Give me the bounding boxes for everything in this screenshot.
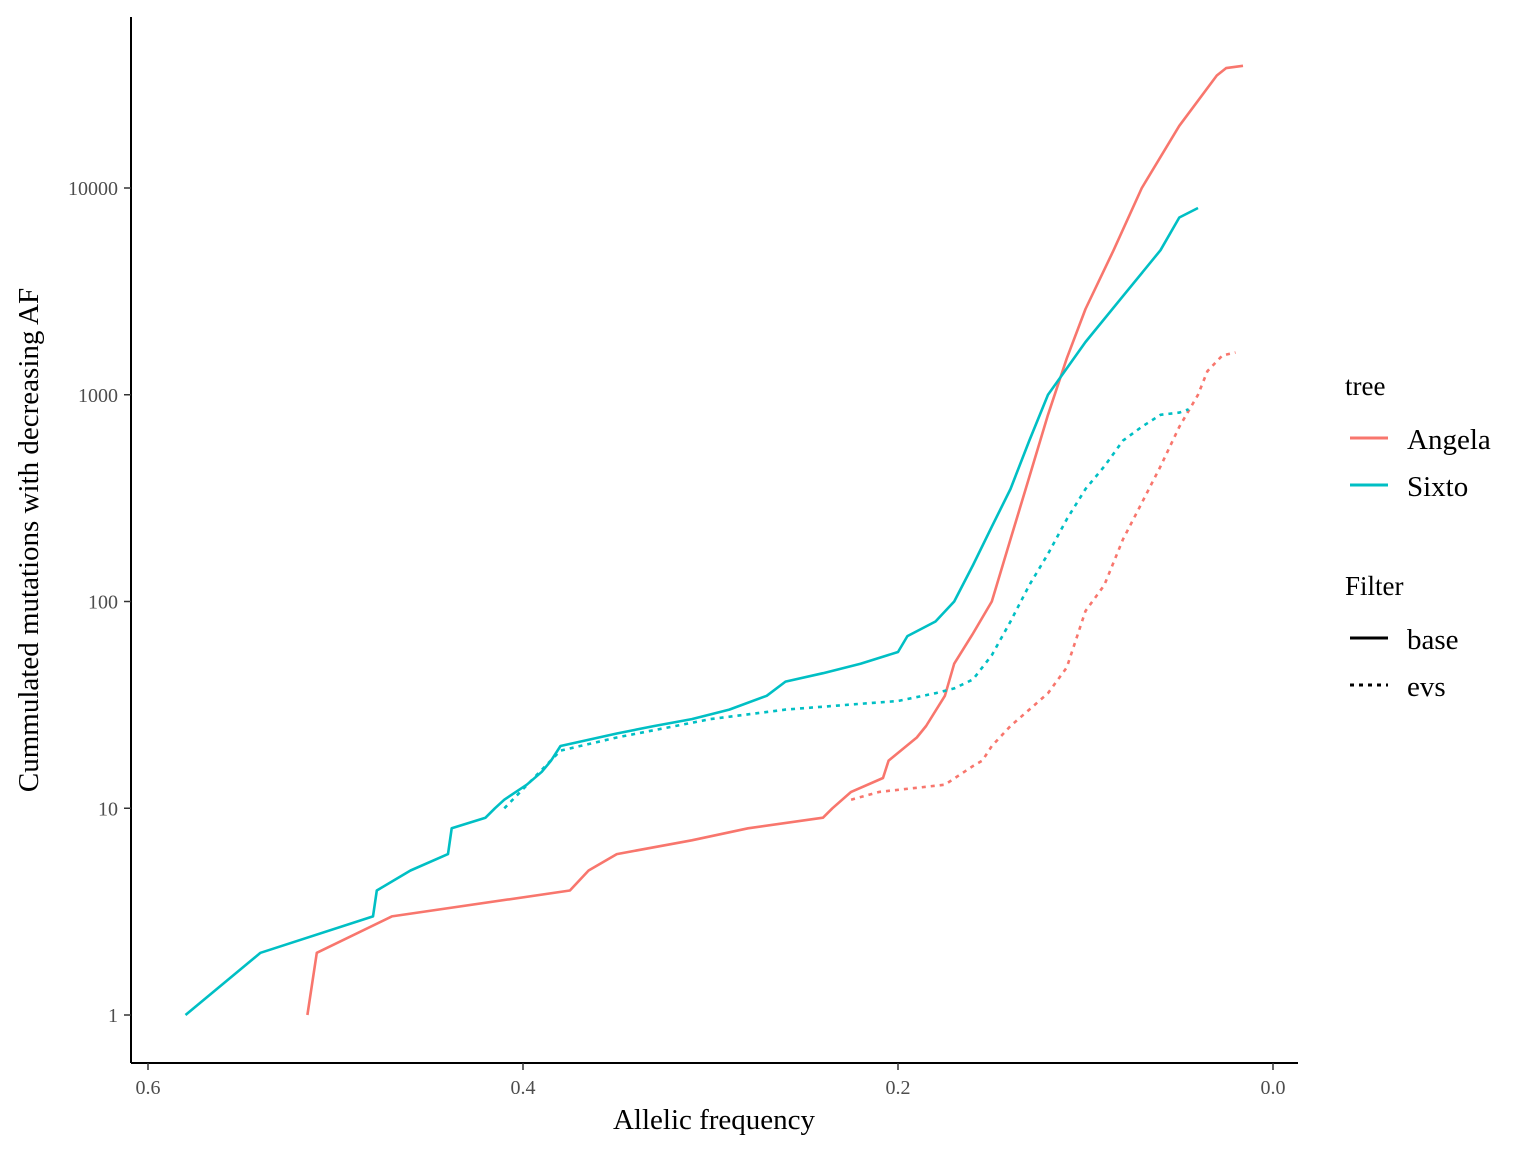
legend-title-tree: tree bbox=[1345, 371, 1385, 401]
y-tick-label: 10000 bbox=[68, 178, 118, 200]
y-tick-label: 1 bbox=[108, 1005, 118, 1027]
legend: tree Angela Sixto Filter base evs bbox=[1345, 371, 1491, 703]
plot-lines bbox=[184, 64, 1244, 1017]
legend-label-angela: Angela bbox=[1407, 424, 1491, 456]
series-line-sixto-evs bbox=[503, 408, 1190, 810]
series-line-angela-base bbox=[306, 64, 1244, 1016]
x-ticks: 0.6 0.4 0.2 0.0 bbox=[136, 1063, 1286, 1099]
legend-label-sixto: Sixto bbox=[1407, 471, 1468, 503]
y-tick-label: 100 bbox=[88, 592, 118, 614]
y-ticks: 1 10 100 1000 10000 bbox=[68, 178, 131, 1027]
y-tick-label: 1000 bbox=[78, 385, 118, 407]
x-axis-title: Allelic frequency bbox=[613, 1104, 816, 1136]
legend-label-base: base bbox=[1407, 624, 1459, 656]
x-tick-label: 0.4 bbox=[511, 1077, 536, 1099]
legend-label-evs: evs bbox=[1407, 671, 1446, 703]
y-axis-title: Cummulated mutations with decreasing AF bbox=[13, 288, 45, 792]
series-line-sixto-base bbox=[184, 206, 1199, 1017]
x-tick-label: 0.2 bbox=[886, 1077, 911, 1099]
y-tick-label: 10 bbox=[98, 798, 118, 820]
x-tick-label: 0.6 bbox=[136, 1077, 161, 1099]
x-tick-label: 0.0 bbox=[1261, 1077, 1286, 1099]
legend-title-filter: Filter bbox=[1345, 571, 1404, 601]
